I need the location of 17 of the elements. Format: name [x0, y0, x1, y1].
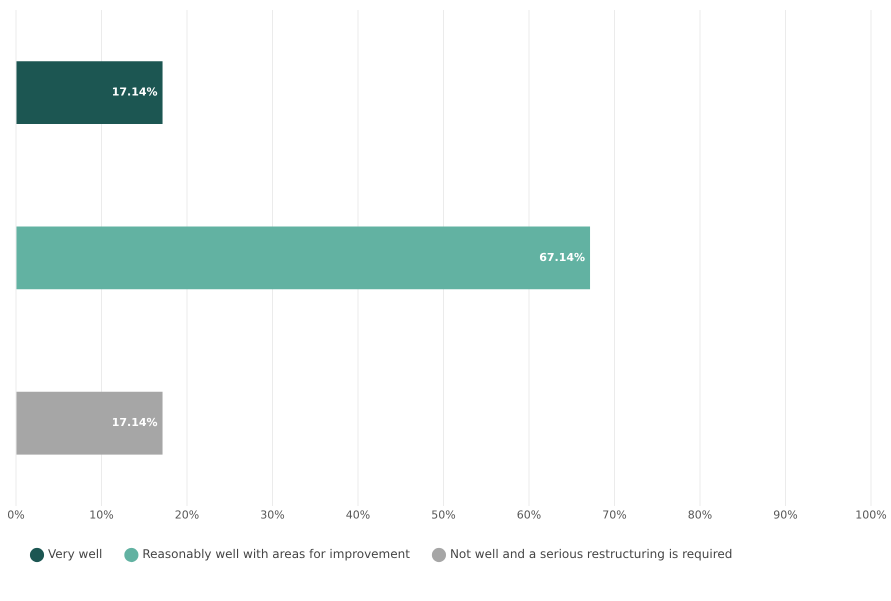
x-tick-label: 60%	[516, 508, 542, 522]
x-tick-label: 90%	[773, 508, 798, 522]
x-tick-label: 0%	[7, 508, 25, 522]
data-label: 67.14%	[539, 250, 586, 264]
legend-label: Reasonably well with areas for improvement	[142, 547, 410, 562]
data-label: 17.14%	[112, 85, 158, 98]
x-tick-label: 40%	[346, 508, 370, 522]
x-tick-label: 10%	[89, 508, 114, 522]
legend-label: Very well	[48, 547, 102, 562]
x-tick-label: 80%	[688, 508, 712, 522]
legend-label: Not well and a serious restructuring is required	[450, 547, 732, 562]
x-tick-label: 30%	[260, 508, 285, 522]
x-tick-label: 20%	[174, 508, 200, 522]
x-tick-label: 100%	[855, 508, 887, 522]
x-tick-label: 50%	[431, 508, 456, 522]
x-tick-label: 70%	[602, 508, 627, 522]
data-label: 17.14%	[112, 416, 158, 430]
